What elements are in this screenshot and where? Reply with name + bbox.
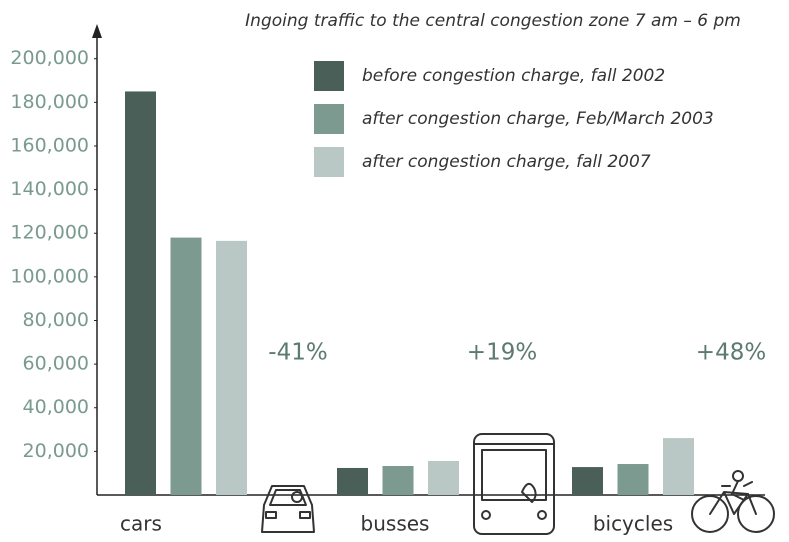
bar — [617, 464, 649, 495]
bar — [382, 465, 414, 495]
change-annotation: -41% — [268, 340, 327, 366]
bar — [428, 460, 459, 495]
bar — [572, 467, 603, 495]
y-tick-label: 120,000 — [10, 222, 89, 244]
x-tick-label: busses — [361, 512, 430, 536]
legend-label: after congestion charge, Feb/March 2003 — [362, 109, 714, 129]
legend-label: after congestion charge, fall 2007 — [362, 152, 651, 172]
x-tick-label: cars — [120, 512, 162, 536]
bar — [337, 467, 368, 495]
car-icon — [261, 485, 315, 533]
x-tick-label: bicycles — [593, 512, 673, 536]
bar — [170, 237, 202, 496]
bicycle-icon — [691, 470, 775, 533]
legend-swatch — [314, 104, 344, 134]
bus-icon — [473, 433, 555, 535]
change-annotation: +19% — [467, 340, 537, 366]
axis-arrow — [92, 24, 102, 38]
legend-label: before congestion charge, fall 2002 — [362, 66, 665, 86]
bar — [216, 240, 247, 495]
chart-title: Ingoing traffic to the central congestio… — [245, 11, 741, 31]
legend-swatch — [314, 61, 344, 91]
y-tick-label: 200,000 — [10, 47, 89, 69]
legend-swatch — [314, 147, 344, 177]
y-tick-label: 40,000 — [23, 396, 89, 418]
bar — [125, 91, 156, 495]
y-tick-label: 20,000 — [23, 440, 89, 462]
y-tick-label: 160,000 — [10, 134, 89, 156]
y-tick-label: 100,000 — [10, 265, 89, 287]
y-tick-label: 140,000 — [10, 178, 89, 200]
change-annotation: +48% — [696, 340, 766, 366]
y-tick-label: 60,000 — [23, 353, 89, 375]
y-tick-label: 180,000 — [10, 91, 89, 113]
y-tick-label: 80,000 — [23, 309, 89, 331]
bar — [663, 438, 694, 495]
